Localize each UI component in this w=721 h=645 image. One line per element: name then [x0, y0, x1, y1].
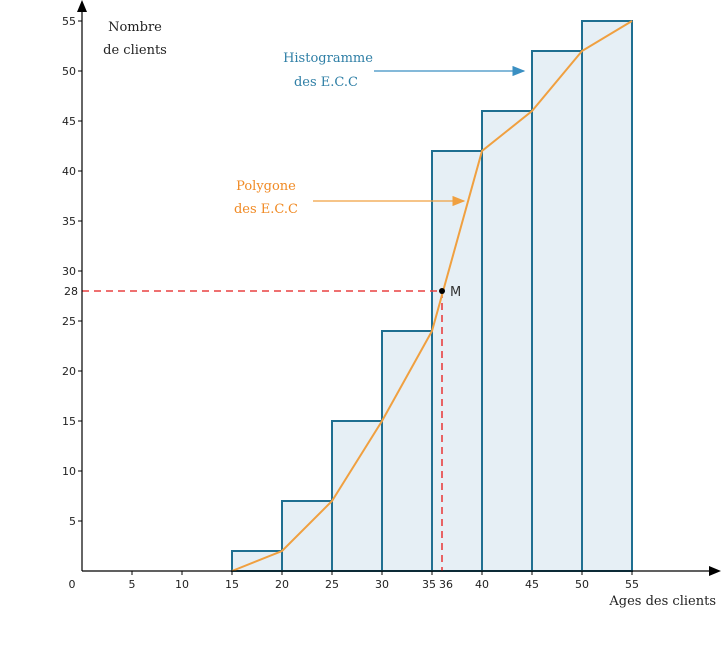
histogram-annotation-line2: des E.C.C [294, 75, 358, 90]
y-axis-label-line1: Nombre [108, 20, 162, 35]
x-tick-label-15: 15 [225, 578, 239, 591]
x-axis-label: Ages des clients [608, 594, 716, 609]
x-tick-label-10: 10 [175, 578, 189, 591]
polygon-annotation-line1: Polygone [236, 179, 296, 194]
y-tick-label-40: 40 [62, 165, 76, 178]
point-y-value-label: 28 [64, 285, 78, 298]
histogram-bar-45-50 [531, 50, 583, 572]
y-tick-label-15: 15 [62, 415, 76, 428]
histogram-annotation-line1: Histogramme [283, 51, 373, 66]
point-m-label: M [450, 285, 461, 300]
x-tick-label-35: 35 [422, 578, 436, 591]
x-tick-label-55: 55 [625, 578, 639, 591]
x-tick-label-25: 25 [325, 578, 339, 591]
x-tick-label-5: 5 [129, 578, 136, 591]
polygon-annotation-line2: des E.C.C [234, 202, 298, 217]
y-axis-label-line2: de clients [103, 43, 167, 58]
point-m [439, 288, 445, 294]
x-tick-label-50: 50 [575, 578, 589, 591]
y-tick-label-5: 5 [69, 515, 76, 528]
histogram-bar-40-45 [481, 110, 533, 572]
x-ticks: 0 5 10 15 20 25 30 35 40 45 50 55 [69, 571, 639, 591]
point-x-value-label: 36 [439, 578, 453, 591]
guide-lines [82, 290, 443, 571]
x-tick-label-20: 20 [275, 578, 289, 591]
y-tick-label-30: 30 [62, 265, 76, 278]
y-tick-label-55: 55 [62, 15, 76, 28]
x-tick-label-0: 0 [69, 578, 76, 591]
y-axis-arrow [77, 0, 87, 12]
histogram-bar-20-25 [281, 500, 333, 572]
x-tick-label-45: 45 [525, 578, 539, 591]
y-tick-label-45: 45 [62, 115, 76, 128]
y-tick-label-35: 35 [62, 215, 76, 228]
y-tick-label-25: 25 [62, 315, 76, 328]
x-axis-arrow [709, 566, 721, 576]
x-tick-label-40: 40 [475, 578, 489, 591]
histogram-bars [231, 20, 633, 572]
histogram-bar-50-55 [581, 20, 633, 572]
y-ticks: 5 10 15 20 25 30 35 40 45 50 55 [62, 15, 82, 528]
y-tick-label-20: 20 [62, 365, 76, 378]
histogram-bar-30-35 [381, 330, 433, 572]
y-tick-label-10: 10 [62, 465, 76, 478]
polygon-line [231, 20, 633, 572]
histogram-bar-35-40 [431, 150, 483, 572]
x-tick-label-30: 30 [375, 578, 389, 591]
histogram-bar-25-30 [331, 420, 383, 572]
y-tick-label-50: 50 [62, 65, 76, 78]
